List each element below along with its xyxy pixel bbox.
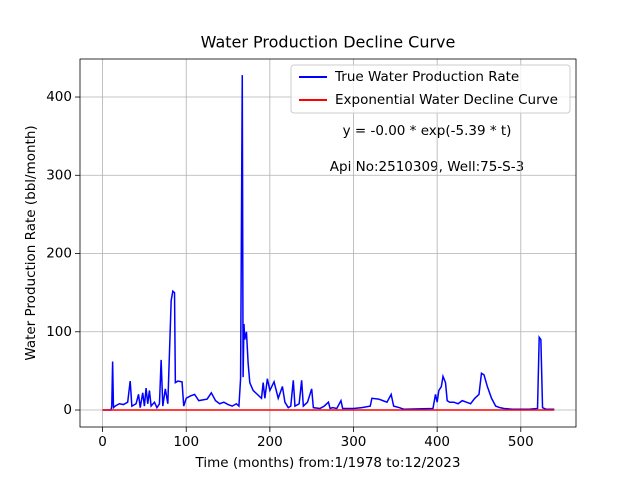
x-tick-label: 100 xyxy=(173,434,199,450)
x-tick-label: 300 xyxy=(341,434,367,450)
x-tick-label: 400 xyxy=(424,434,450,450)
y-tick-label: 300 xyxy=(46,167,72,183)
axes-frame xyxy=(79,58,577,428)
legend-label: Exponential Water Decline Curve xyxy=(335,92,558,108)
y-tick-label: 400 xyxy=(46,89,72,105)
annotation: y = -0.00 * exp(-5.39 * t) xyxy=(343,123,512,139)
x-tick-label: 200 xyxy=(257,434,283,450)
data-line xyxy=(102,75,555,411)
x-tick-label: 0 xyxy=(98,434,107,450)
annotation: Api No:2510309, Well:75-S-3 xyxy=(330,159,524,175)
y-tick-label: 200 xyxy=(46,246,72,262)
x-tick-label: 500 xyxy=(508,434,534,450)
legend-label: True Water Production Rate xyxy=(334,69,519,85)
chart-title: Water Production Decline Curve xyxy=(201,33,456,52)
legend-box xyxy=(290,64,571,114)
y-tick-label: 100 xyxy=(46,324,72,340)
y-tick-label: 0 xyxy=(63,402,72,418)
y-axis-label: Water Production Rate (bbl/month) xyxy=(23,125,39,360)
x-axis-label: Time (months) from:1/1978 to:12/2023 xyxy=(195,455,461,471)
